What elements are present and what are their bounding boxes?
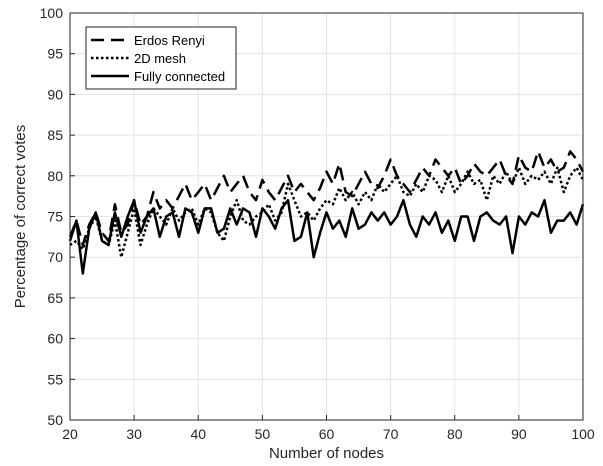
series-line-fully-connected: [68, 198, 585, 275]
legend-label-2d-mesh: 2D mesh: [134, 51, 186, 66]
y-tick-label: 85: [47, 127, 63, 143]
y-axis-title: Percentage of correct votes: [12, 125, 29, 308]
y-tick-label: 75: [47, 209, 63, 225]
y-tick-label: 55: [47, 371, 63, 387]
x-tick-label: 100: [571, 426, 595, 442]
series-line-erdos-renyi: [68, 150, 585, 247]
x-tick-label: 80: [447, 426, 463, 442]
x-tick-label: 90: [511, 426, 527, 442]
x-tick-label: 50: [255, 426, 271, 442]
x-tick-label: 70: [383, 426, 399, 442]
legend: Erdos Renyi 2D mesh Fully connected: [85, 26, 237, 90]
x-tick-label: 40: [190, 426, 206, 442]
y-tick-label: 80: [47, 168, 63, 184]
y-tick-label: 70: [47, 249, 63, 265]
x-axis-title: Number of nodes: [269, 445, 384, 462]
x-tick-label: 30: [126, 426, 142, 442]
y-tick-label: 50: [47, 412, 63, 428]
y-tick-label: 90: [47, 86, 63, 102]
series-layer: [68, 150, 585, 275]
tick-labels: 20 30 40 50 60 70 80 90 100 50 55 60 65 70 75 80 85 90 95 1…: [40, 5, 595, 442]
y-tick-label: 65: [47, 290, 63, 306]
legend-label-erdos-renyi: Erdos Renyi: [134, 33, 205, 48]
legend-label-fully-connected: Fully connected: [134, 69, 225, 84]
y-tick-label: 60: [47, 331, 63, 347]
y-tick-label: 100: [40, 5, 64, 21]
x-tick-label: 60: [319, 426, 335, 442]
x-tick-label: 20: [62, 426, 78, 442]
series-line-2d-mesh: [69, 166, 585, 259]
y-tick-label: 95: [47, 46, 63, 62]
